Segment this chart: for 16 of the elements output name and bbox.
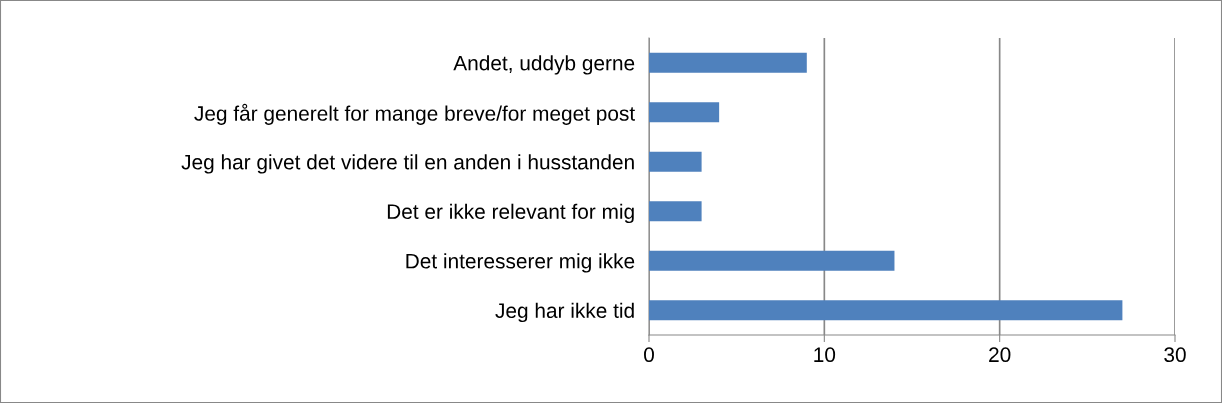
bar <box>649 102 720 123</box>
bar <box>649 52 807 73</box>
x-tick-label: 30 <box>1164 347 1186 363</box>
bar <box>649 201 702 222</box>
x-tick-label: 10 <box>814 347 836 363</box>
x-tick-label: 0 <box>644 347 654 363</box>
bar <box>649 250 895 271</box>
y-tick-label: Andet, uddyb gerne <box>453 55 635 75</box>
y-tick-label: Jeg har givet det videre til en anden i husstanden <box>181 154 634 174</box>
y-tick-label: Jeg har ikke tid <box>495 302 634 323</box>
y-tick-label: Det er ikke relevant for mig <box>387 203 634 224</box>
x-tick-label: 20 <box>989 347 1011 363</box>
y-tick-label: Det interesserer mig ikke <box>406 253 635 273</box>
bar <box>649 151 702 172</box>
y-tick-label: Jeg får generelt for mange breve/for meget post <box>194 103 635 125</box>
bar <box>649 300 1123 321</box>
